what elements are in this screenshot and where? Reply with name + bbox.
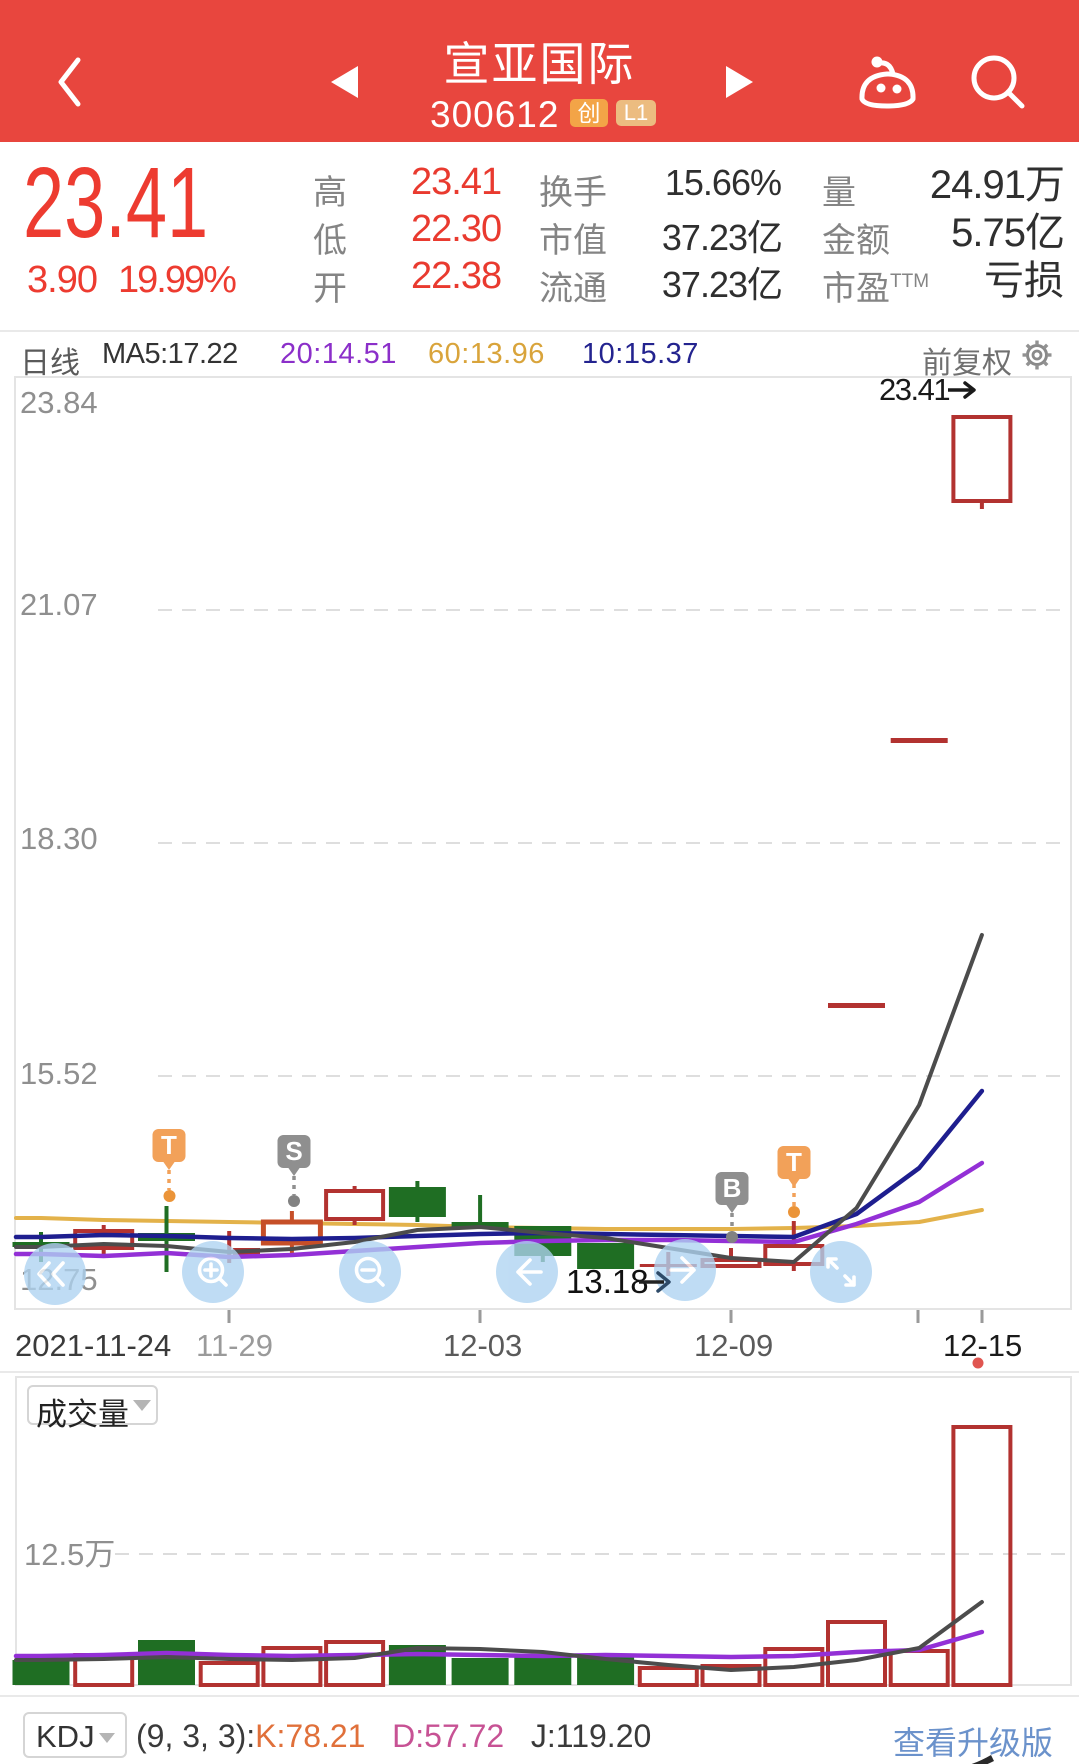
svg-text:B: B [723,1173,742,1203]
svg-text:12-15: 12-15 [943,1328,1022,1363]
svg-text:23.41: 23.41 [879,372,949,407]
svg-text:23.84: 23.84 [20,385,98,420]
svg-text:13.18: 13.18 [566,1263,649,1300]
svg-text:T: T [786,1147,802,1177]
svg-text:15.52: 15.52 [20,1056,98,1091]
svg-text:11-29: 11-29 [196,1328,273,1363]
svg-text:T: T [161,1130,177,1160]
svg-text:12-03: 12-03 [443,1328,522,1363]
svg-text:2021-11-24: 2021-11-24 [15,1328,171,1363]
svg-text:S: S [285,1136,302,1166]
svg-text:18.30: 18.30 [20,821,98,856]
svg-text:21.07: 21.07 [20,587,98,622]
svg-text:12-09: 12-09 [694,1328,773,1363]
svg-text:12.5万: 12.5万 [24,1537,115,1572]
